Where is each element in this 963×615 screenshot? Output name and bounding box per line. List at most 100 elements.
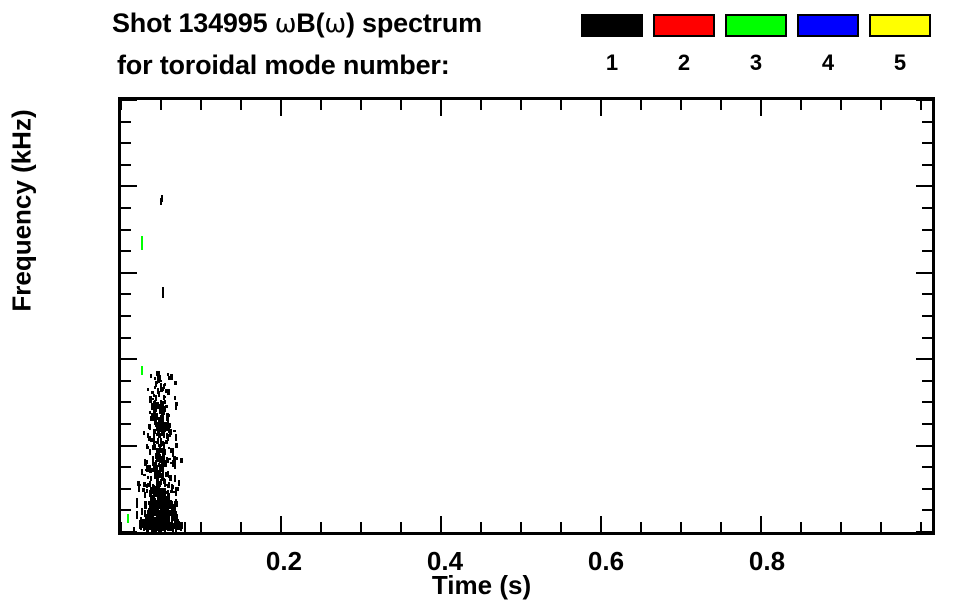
- data-mark-mode-1: [146, 465, 149, 468]
- y-tick-right-40: [916, 358, 932, 360]
- data-mark-mode-1: [166, 499, 169, 504]
- data-mark-mode-1: [158, 488, 162, 495]
- data-mark-mode-1: [147, 510, 151, 518]
- y-tick-85: [121, 164, 131, 166]
- data-mark-mode-1: [155, 432, 158, 437]
- data-mark-mode-1: [152, 416, 156, 421]
- data-mark-mode-1: [165, 413, 169, 421]
- data-mark-mode-1: [159, 379, 162, 383]
- data-mark-mode-3: [141, 240, 143, 250]
- legend-swatch-mode-5: [869, 14, 931, 37]
- data-mark-mode-1: [155, 473, 159, 478]
- data-mark-mode-1: [161, 456, 164, 462]
- x-tick-0.00: [120, 522, 122, 532]
- data-mark-mode-1: [172, 523, 175, 527]
- data-mark-mode-1: [136, 511, 139, 519]
- data-mark-mode-1: [167, 499, 170, 506]
- y-tick-right-25: [922, 423, 932, 425]
- data-mark-mode-1: [153, 499, 156, 505]
- data-mark-mode-1: [156, 387, 159, 394]
- data-mark-mode-1: [153, 385, 156, 389]
- data-mark-mode-1: [160, 466, 164, 473]
- figure-title-line-1: Shot 134995 ωB(ω) spectrum: [112, 8, 482, 39]
- data-mark-mode-1: [161, 404, 164, 411]
- data-mark-mode-1: [143, 482, 146, 487]
- data-mark-mode-1: [169, 499, 173, 505]
- data-mark-mode-1: [155, 381, 159, 385]
- y-tick-right-55: [922, 293, 932, 295]
- data-mark-mode-1: [153, 429, 156, 434]
- x-tick-top-0.25: [320, 100, 322, 110]
- legend-item-1[interactable]: 1: [581, 14, 645, 90]
- data-mark-mode-1: [162, 448, 166, 453]
- data-mark-mode-1: [169, 503, 172, 510]
- data-mark-mode-1: [158, 379, 161, 383]
- x-tick-0.30: [360, 522, 362, 532]
- x-tick-0.45: [480, 522, 482, 532]
- x-tick-0.75: [720, 522, 722, 532]
- data-mark-mode-1: [133, 526, 136, 532]
- data-mark-mode-1: [156, 448, 160, 455]
- legend-item-4[interactable]: 4: [797, 14, 861, 90]
- data-mark-mode-1: [169, 490, 172, 493]
- data-mark-mode-1: [148, 448, 151, 454]
- data-mark-mode-1: [160, 197, 163, 202]
- data-mark-mode-1: [162, 512, 166, 519]
- title-suffix: ) spectrum: [345, 8, 482, 38]
- legend-item-2[interactable]: 2: [653, 14, 717, 90]
- data-mark-mode-1: [155, 460, 158, 463]
- data-mark-mode-1: [151, 489, 154, 493]
- title-mid: B(: [296, 8, 325, 38]
- data-mark-mode-1: [155, 499, 158, 504]
- x-tick-0.65: [640, 522, 642, 532]
- data-mark-mode-1: [161, 409, 164, 412]
- data-mark-mode-1: [142, 431, 145, 435]
- data-mark-mode-1: [174, 443, 178, 448]
- y-tick-right-60: [916, 272, 932, 274]
- x-tick-0.55: [560, 522, 562, 532]
- data-mark-mode-1: [158, 454, 161, 460]
- data-mark-mode-1: [160, 450, 164, 453]
- x-tick-top-0.50: [520, 100, 522, 110]
- y-tick-right-90: [922, 142, 932, 144]
- data-mark-mode-1: [152, 524, 155, 528]
- x-tick-0.15: [240, 522, 242, 532]
- data-mark-mode-1: [155, 514, 158, 522]
- data-mark-mode-1: [163, 382, 166, 386]
- data-mark-mode-1: [146, 465, 150, 472]
- data-mark-mode-1: [148, 423, 152, 429]
- data-mark-mode-1: [157, 376, 159, 383]
- data-mark-mode-1: [140, 526, 142, 531]
- y-tick-45: [121, 337, 131, 339]
- y-tick-70: [121, 229, 131, 231]
- data-mark-mode-1: [155, 440, 158, 444]
- data-mark-mode-1: [144, 514, 147, 519]
- y-tick-75: [121, 207, 131, 209]
- data-mark-mode-1: [160, 200, 163, 206]
- data-mark-mode-1: [171, 485, 174, 489]
- y-tick-40: [121, 358, 137, 360]
- data-mark-mode-1: [158, 457, 162, 464]
- legend-item-3[interactable]: 3: [725, 14, 789, 90]
- x-tick-top-0.15: [240, 100, 242, 110]
- data-mark-mode-1: [144, 468, 147, 471]
- data-mark-mode-1: [166, 483, 169, 487]
- data-mark-mode-1: [163, 429, 166, 435]
- data-mark-mode-1: [150, 497, 154, 500]
- data-mark-mode-1: [167, 446, 170, 449]
- data-mark-mode-1: [159, 447, 162, 452]
- data-mark-mode-1: [159, 481, 162, 486]
- legend-item-5[interactable]: 5: [869, 14, 933, 90]
- x-tick-label-0.8: 0.8: [748, 546, 786, 576]
- data-mark-mode-1: [158, 517, 162, 522]
- data-mark-mode-1: [149, 486, 152, 491]
- data-mark-mode-1: [156, 413, 159, 420]
- data-mark-mode-3: [141, 366, 144, 376]
- data-mark-mode-1: [158, 444, 162, 447]
- data-mark-mode-1: [152, 409, 156, 415]
- data-mark-mode-1: [172, 525, 174, 532]
- y-axis-title: Frequency (kHz): [6, 109, 37, 312]
- plot-area[interactable]: [118, 97, 935, 535]
- legend-label-mode-2: 2: [677, 50, 691, 75]
- data-mark-mode-3: [141, 235, 143, 245]
